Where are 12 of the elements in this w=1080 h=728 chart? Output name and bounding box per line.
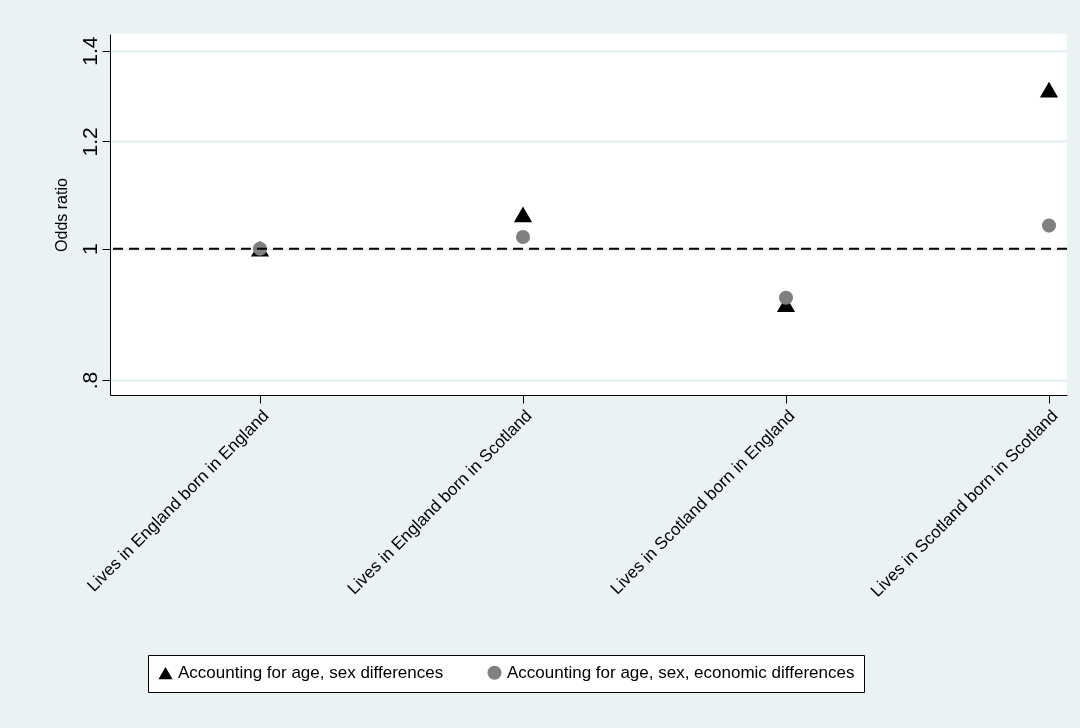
y-tick-label: 1 [77,243,101,256]
point [1041,218,1057,233]
point [1039,81,1059,98]
point [513,206,533,223]
y-tick-label: 1.2 [77,127,101,157]
y-axis-title: Odds ratio [52,177,70,252]
point [778,290,794,305]
point [515,229,531,245]
y-tick-label: 1.4 [77,36,101,66]
legend-label: Accounting for age, sex, economic differences [507,662,855,682]
legend-label: Accounting for age, sex differences [178,663,444,683]
y-tick-label: .8 [77,371,101,390]
